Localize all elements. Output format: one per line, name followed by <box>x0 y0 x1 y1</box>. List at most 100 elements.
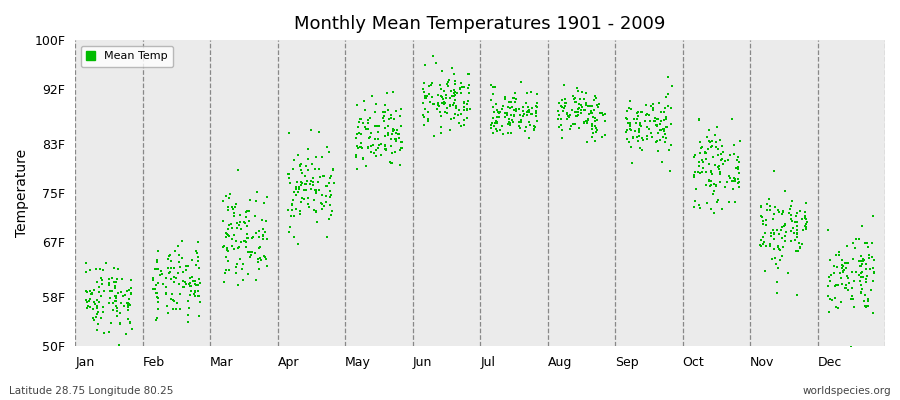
Point <box>524 111 538 117</box>
Point <box>104 288 119 294</box>
Point <box>592 100 607 107</box>
Point <box>777 222 791 229</box>
Point <box>302 204 316 210</box>
Point <box>431 100 446 106</box>
Point <box>707 188 722 195</box>
Point <box>513 119 527 125</box>
Point <box>231 244 246 251</box>
Point <box>423 98 437 105</box>
Point <box>446 100 461 106</box>
Point <box>188 262 202 269</box>
Point <box>188 278 202 284</box>
Point <box>384 112 399 118</box>
Point <box>704 144 718 150</box>
Point <box>158 275 173 282</box>
Point <box>391 131 405 138</box>
Point <box>823 277 837 284</box>
Point <box>829 282 843 288</box>
Point <box>364 149 378 155</box>
Point <box>174 291 188 297</box>
Point <box>628 128 643 135</box>
Point <box>98 260 112 266</box>
Point <box>567 121 581 128</box>
Point <box>102 276 116 283</box>
Point <box>732 158 746 165</box>
Point <box>799 224 814 230</box>
Point <box>558 96 572 102</box>
Point <box>753 242 768 248</box>
Point <box>256 236 270 242</box>
Point <box>512 106 526 112</box>
Point <box>519 112 534 118</box>
Point <box>821 293 835 299</box>
Point <box>588 118 602 124</box>
Point <box>460 107 474 113</box>
Point <box>646 118 661 124</box>
Point <box>530 100 544 106</box>
Point <box>420 116 435 122</box>
Point <box>590 101 604 108</box>
Point <box>831 304 845 311</box>
Point <box>652 121 667 127</box>
Point <box>851 236 866 242</box>
Point <box>756 233 770 240</box>
Point <box>379 146 393 152</box>
Point <box>522 107 536 113</box>
Point <box>731 176 745 182</box>
Point <box>731 164 745 170</box>
Point <box>311 166 326 172</box>
Point <box>291 152 305 158</box>
Point <box>792 240 806 246</box>
Point <box>705 143 719 150</box>
Point <box>854 253 868 259</box>
Point <box>508 90 522 96</box>
Point <box>259 218 274 224</box>
Point <box>390 126 404 133</box>
Point <box>448 78 463 84</box>
Point <box>184 283 198 290</box>
Point <box>259 236 274 242</box>
Point <box>220 232 235 238</box>
Point <box>795 241 809 248</box>
Point <box>664 142 679 148</box>
Point <box>416 112 430 118</box>
Point <box>572 104 587 111</box>
Point <box>177 279 192 285</box>
Point <box>304 178 319 184</box>
Point <box>511 122 526 129</box>
Point <box>102 280 116 286</box>
Point <box>238 209 253 215</box>
Point <box>151 280 166 286</box>
Point <box>220 248 235 254</box>
Point <box>770 244 785 250</box>
Point <box>573 102 588 108</box>
Point <box>522 118 536 125</box>
Point <box>575 104 590 111</box>
Point <box>284 201 299 207</box>
Point <box>486 115 500 122</box>
Point <box>176 278 190 284</box>
Point <box>241 235 256 241</box>
Point <box>219 254 233 260</box>
Point <box>292 184 307 190</box>
Point <box>826 262 841 269</box>
Point <box>688 169 702 175</box>
Point <box>216 218 230 224</box>
Point <box>554 116 568 122</box>
Point <box>643 112 657 118</box>
Point <box>822 274 836 280</box>
Point <box>102 300 116 306</box>
Point <box>368 136 382 142</box>
Point <box>120 288 134 294</box>
Point <box>579 89 593 96</box>
Point <box>654 109 669 115</box>
Point <box>577 119 591 126</box>
Point <box>656 134 670 140</box>
Point <box>860 239 874 246</box>
Point <box>361 126 375 133</box>
Text: worldspecies.org: worldspecies.org <box>803 386 891 396</box>
Point <box>731 180 745 186</box>
Point <box>367 150 382 156</box>
Point <box>432 102 446 109</box>
Point <box>245 249 259 255</box>
